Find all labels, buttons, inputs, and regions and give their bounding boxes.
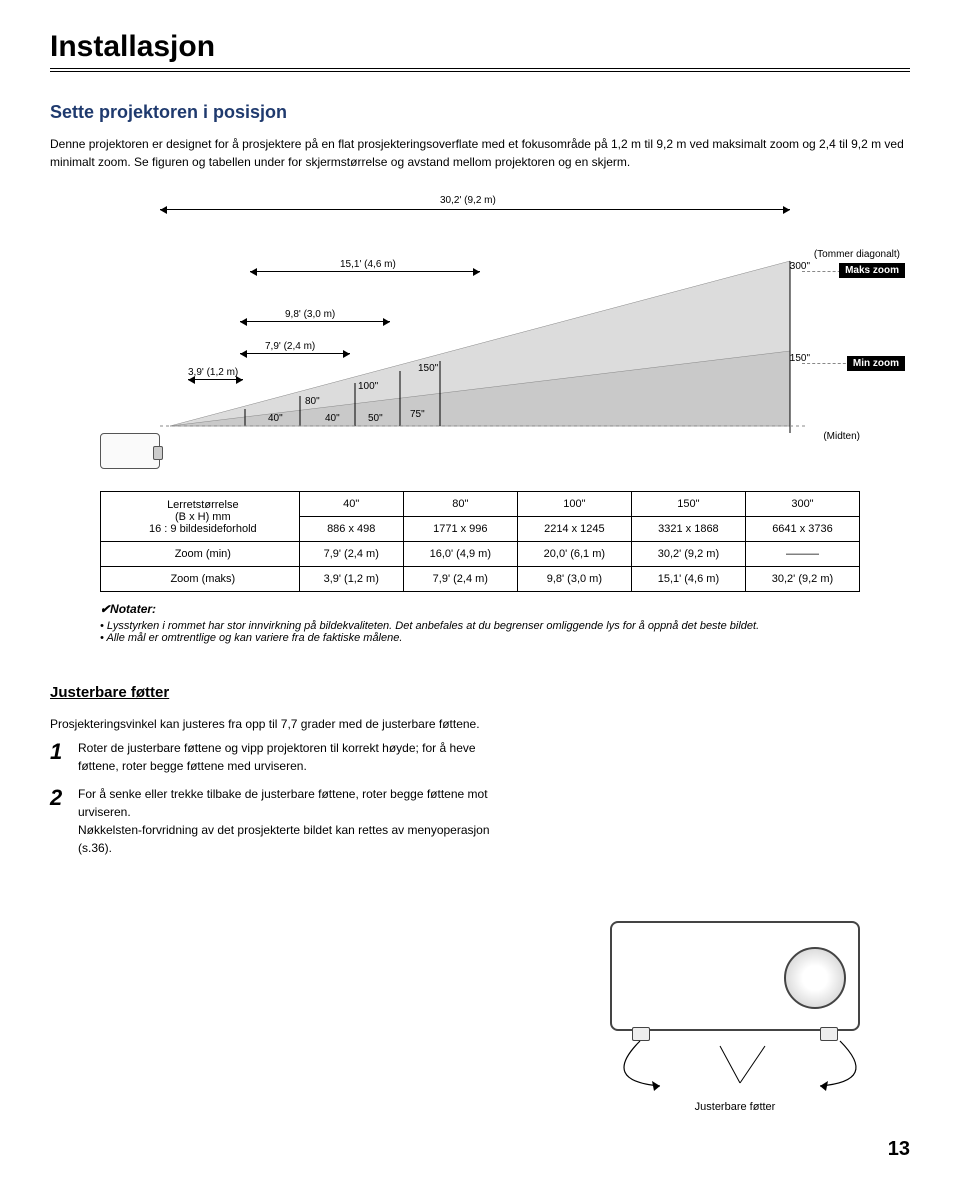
min-zoom-label: Min zoom — [847, 356, 905, 371]
page-title: Installasjon — [50, 30, 910, 72]
col-1: 80" — [403, 492, 517, 517]
step2-text: For å senke eller trekke tilbake de just… — [78, 785, 490, 857]
dim-3: 3321 x 1868 — [631, 517, 745, 542]
table-header-cell: Lerretstørrelse (B x H) mm 16 : 9 bildes… — [101, 492, 300, 542]
col-4: 300" — [745, 492, 859, 517]
midten-label: (Midten) — [823, 431, 860, 442]
step1-text: Roter de justerbare føttene og vipp proj… — [78, 739, 490, 775]
n150a: 150" — [418, 363, 438, 374]
zmin-3: 30,2' (9,2 m) — [631, 542, 745, 567]
zmin-1: 16,0' (4,9 m) — [403, 542, 517, 567]
note-1: Lysstyrken i rommet har stor innvirkning… — [100, 620, 910, 632]
hl3: 16 : 9 bildesideforhold — [111, 523, 295, 535]
zoom-max-label: Zoom (maks) — [101, 567, 300, 592]
col-3: 150" — [631, 492, 745, 517]
step1-num: 1 — [50, 739, 78, 765]
dim-2: 2214 x 1245 — [517, 517, 631, 542]
page-number: 13 — [888, 1138, 910, 1161]
feet-arrows — [570, 911, 900, 1091]
n80: 80" — [305, 396, 320, 407]
zmax-4: 30,2' (9,2 m) — [745, 567, 859, 592]
screen-size-table: Lerretstørrelse (B x H) mm 16 : 9 bildes… — [100, 491, 860, 592]
col-0: 40" — [299, 492, 403, 517]
feet-caption: Justerbare føtter — [570, 1101, 900, 1113]
zoom-min-label: Zoom (min) — [101, 542, 300, 567]
zmin-2: 20,0' (6,1 m) — [517, 542, 631, 567]
adjustable-feet-title: Justerbare føtter — [50, 684, 910, 701]
step2a: For å senke eller trekke tilbake de just… — [78, 787, 488, 819]
zmax-2: 9,8' (3,0 m) — [517, 567, 631, 592]
col-2: 100" — [517, 492, 631, 517]
zmin-0: 7,9' (2,4 m) — [299, 542, 403, 567]
zmax-3: 15,1' (4,6 m) — [631, 567, 745, 592]
n50: 50" — [368, 413, 383, 424]
step2-num: 2 — [50, 785, 78, 811]
n75: 75" — [410, 409, 425, 420]
step-1: 1 Roter de justerbare føttene og vipp pr… — [50, 739, 490, 775]
n40b: 40" — [325, 413, 340, 424]
note-2: Alle mål er omtrentlige og kan variere f… — [100, 632, 910, 644]
dim-4: 6641 x 3736 — [745, 517, 859, 542]
dim-1: 1771 x 996 — [403, 517, 517, 542]
hl1: Lerretstørrelse — [111, 499, 295, 511]
zmax-1: 7,9' (2,4 m) — [403, 567, 517, 592]
feet-intro: Prosjekteringsvinkel kan justeres fra op… — [50, 715, 480, 733]
n100: 100" — [358, 381, 378, 392]
section1-paragraph: Denne projektoren er designet for å pros… — [50, 135, 910, 171]
dim-0: 886 x 498 — [299, 517, 403, 542]
zmin-4: ——— — [745, 542, 859, 567]
hl2: (B x H) mm — [111, 511, 295, 523]
n40a: 40" — [268, 413, 283, 424]
section-title-position: Sette projektoren i posisjon — [50, 102, 910, 123]
step-2: 2 For å senke eller trekke tilbake de ju… — [50, 785, 490, 857]
zmax-0: 3,9' (1,2 m) — [299, 567, 403, 592]
throw-diagram: 30,2' (9,2 m) (Tommer diagonalt) 300" Ma… — [110, 201, 850, 471]
step2b: Nøkkelsten-forvridning av det prosjekter… — [78, 823, 490, 855]
notes-title: ✔Notater: — [100, 602, 910, 616]
feet-diagram: Justerbare føtter — [570, 911, 900, 1091]
beam-svg — [110, 201, 850, 471]
notes-block: ✔Notater: Lysstyrken i rommet har stor i… — [100, 602, 910, 644]
